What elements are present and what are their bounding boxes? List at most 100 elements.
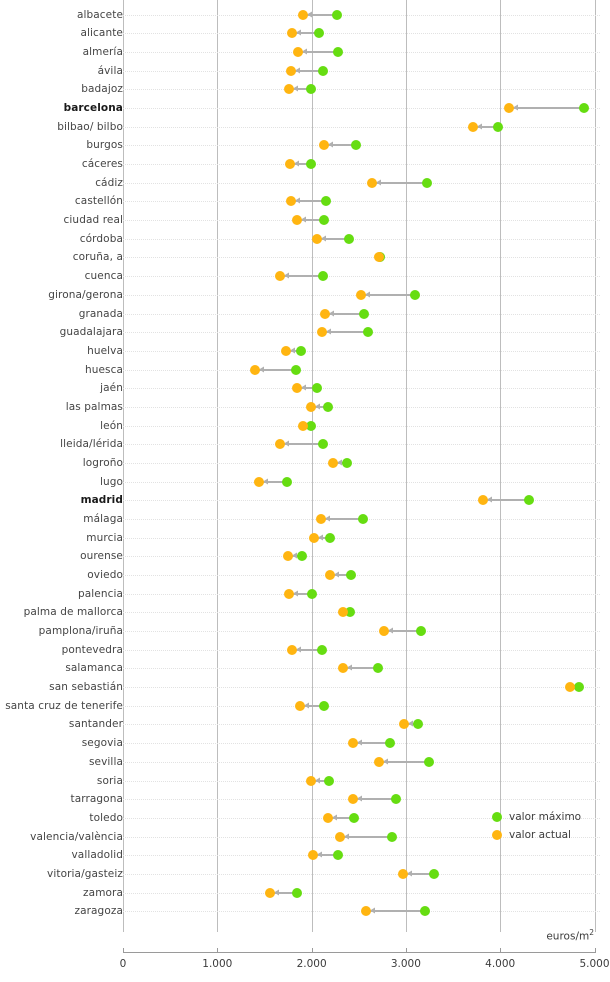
valor-actual-dot[interactable] (328, 457, 339, 468)
valor-actual-dot[interactable] (324, 570, 335, 581)
valor-maximo-dot[interactable] (333, 850, 343, 861)
valor-actual-dot[interactable] (361, 906, 372, 917)
valor-maximo-dot[interactable] (314, 28, 325, 39)
valor-maximo-dot[interactable] (363, 327, 374, 338)
valor-actual-dot[interactable] (373, 756, 384, 767)
valor-maximo-dot[interactable] (386, 831, 397, 842)
valor-maximo-dot[interactable] (282, 476, 293, 487)
valor-maximo-dot[interactable] (429, 868, 440, 879)
valor-actual-dot[interactable] (355, 289, 366, 300)
valor-actual-dot[interactable] (275, 271, 286, 282)
valor-actual-dot[interactable] (318, 140, 329, 151)
valor-actual-dot[interactable] (399, 719, 409, 730)
valor-actual-dot[interactable] (291, 383, 302, 394)
valor-maximo-dot[interactable] (345, 607, 356, 618)
valor-actual-dot[interactable] (265, 887, 276, 898)
valor-actual-dot[interactable] (366, 177, 377, 188)
valor-actual-dot[interactable] (286, 644, 297, 655)
valor-maximo-dot[interactable] (342, 457, 353, 468)
valor-maximo-dot[interactable] (317, 65, 328, 76)
valor-actual-dot[interactable] (348, 794, 359, 805)
valor-actual-dot[interactable] (298, 9, 309, 20)
valor-maximo-dot[interactable] (413, 719, 424, 730)
legend-item[interactable]: valor actual (492, 826, 581, 844)
horizontal-gridline (123, 145, 600, 147)
valor-maximo-dot[interactable] (318, 700, 329, 711)
valor-actual-dot[interactable] (253, 476, 264, 487)
valor-actual-dot[interactable] (467, 121, 478, 132)
valor-maximo-dot[interactable] (349, 812, 360, 823)
valor-actual-dot[interactable] (564, 682, 575, 693)
valor-maximo-dot[interactable] (322, 401, 333, 412)
valor-maximo-dot[interactable] (410, 289, 421, 300)
valor-actual-dot[interactable] (281, 345, 292, 356)
valor-maximo-dot[interactable] (579, 103, 590, 114)
valor-actual-dot[interactable] (298, 420, 309, 431)
valor-maximo-dot[interactable] (493, 121, 504, 132)
valor-maximo-dot[interactable] (359, 308, 370, 319)
valor-actual-dot[interactable] (286, 28, 297, 39)
valor-actual-dot[interactable] (293, 47, 304, 57)
valor-actual-dot[interactable] (322, 812, 333, 823)
valor-actual-dot[interactable] (283, 588, 294, 599)
valor-maximo-dot[interactable] (317, 439, 328, 450)
valor-maximo-dot[interactable] (318, 215, 329, 226)
valor-actual-dot[interactable] (504, 103, 515, 114)
valor-maximo-dot[interactable] (421, 177, 432, 188)
valor-maximo-dot[interactable] (524, 495, 535, 506)
valor-maximo-dot[interactable] (346, 570, 357, 581)
valor-maximo-dot[interactable] (290, 364, 301, 375)
valor-actual-dot[interactable] (309, 532, 320, 543)
valor-actual-dot[interactable] (478, 495, 489, 506)
valor-actual-dot[interactable] (307, 850, 318, 861)
valor-actual-dot[interactable] (291, 215, 302, 226)
valor-actual-dot[interactable] (379, 626, 390, 637)
valor-maximo-dot[interactable] (384, 738, 395, 749)
valor-actual-dot[interactable] (274, 439, 285, 450)
valor-maximo-dot[interactable] (332, 9, 343, 20)
valor-maximo-dot[interactable] (306, 588, 317, 599)
valor-maximo-dot[interactable] (317, 271, 328, 282)
valor-actual-dot[interactable] (337, 663, 348, 674)
valor-actual-dot[interactable] (337, 607, 348, 618)
valor-maximo-dot[interactable] (415, 626, 426, 637)
valor-maximo-dot[interactable] (344, 233, 355, 244)
valor-maximo-dot[interactable] (391, 794, 402, 805)
valor-actual-dot[interactable] (284, 159, 295, 170)
valor-maximo-dot[interactable] (323, 775, 334, 786)
valor-maximo-dot[interactable] (350, 140, 361, 151)
valor-maximo-dot[interactable] (297, 551, 308, 562)
valor-maximo-dot[interactable] (305, 159, 316, 170)
valor-actual-dot[interactable] (316, 327, 327, 338)
valor-actual-dot[interactable] (285, 196, 296, 207)
valor-maximo-dot[interactable] (312, 383, 323, 394)
valor-actual-dot[interactable] (283, 551, 294, 562)
valor-actual-dot[interactable] (305, 775, 316, 786)
valor-maximo-dot[interactable] (320, 196, 331, 207)
valor-actual-dot[interactable] (250, 364, 261, 375)
valor-maximo-dot[interactable] (305, 420, 316, 431)
valor-actual-dot[interactable] (295, 700, 306, 711)
valor-actual-dot[interactable] (316, 514, 327, 524)
valor-maximo-dot[interactable] (305, 84, 316, 95)
valor-actual-dot[interactable] (334, 831, 345, 842)
valor-actual-dot[interactable] (373, 252, 384, 263)
valor-actual-dot[interactable] (305, 401, 316, 412)
legend-item[interactable]: valor máximo (492, 808, 581, 826)
valor-maximo-dot[interactable] (574, 682, 585, 693)
valor-maximo-dot[interactable] (296, 345, 307, 356)
valor-maximo-dot[interactable] (333, 47, 343, 57)
valor-actual-dot[interactable] (285, 65, 296, 76)
valor-actual-dot[interactable] (312, 233, 323, 244)
valor-actual-dot[interactable] (319, 308, 330, 319)
valor-maximo-dot[interactable] (423, 756, 434, 767)
valor-actual-dot[interactable] (348, 738, 359, 749)
valor-maximo-dot[interactable] (358, 514, 369, 524)
valor-actual-dot[interactable] (283, 84, 294, 95)
valor-actual-dot[interactable] (398, 868, 409, 879)
valor-maximo-dot[interactable] (291, 887, 302, 898)
valor-maximo-dot[interactable] (316, 644, 327, 655)
valor-maximo-dot[interactable] (325, 532, 336, 543)
valor-maximo-dot[interactable] (372, 663, 383, 674)
valor-maximo-dot[interactable] (419, 906, 430, 917)
